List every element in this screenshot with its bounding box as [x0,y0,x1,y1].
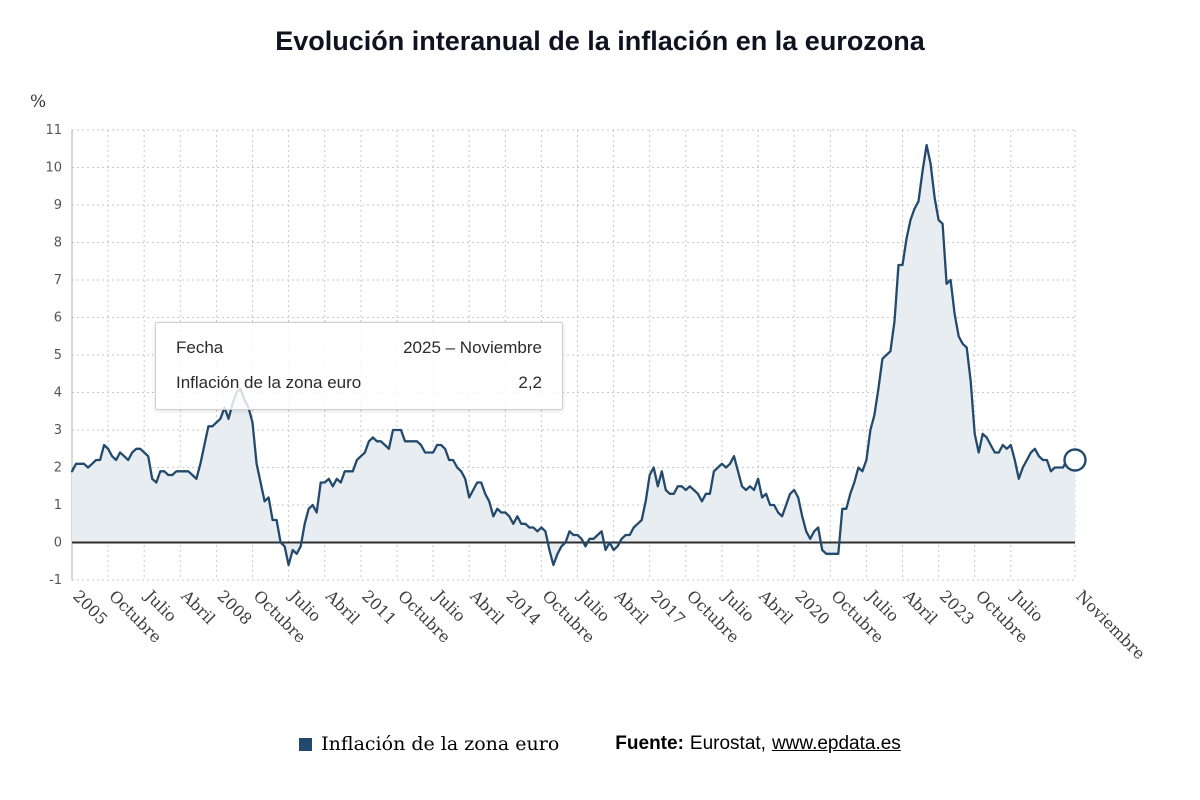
tooltip-row-fecha: Fecha 2025 – Noviembre [176,338,542,358]
source-link[interactable]: www.epdata.es [771,733,901,754]
svg-text:9: 9 [54,198,62,213]
source-text: Eurostat, [689,733,766,754]
source-attribution: Fuente: Eurostat, www.epdata.es [615,733,901,755]
svg-text:1: 1 [54,498,62,513]
chart-tooltip: Fecha 2025 – Noviembre Inflación de la z… [155,322,563,410]
svg-text:10: 10 [45,161,62,176]
svg-text:2008: 2008 [214,586,256,628]
source-prefix-label: Fuente: [615,733,684,754]
svg-text:Abril: Abril [466,586,508,628]
svg-text:11: 11 [45,123,62,138]
svg-text:0: 0 [54,536,62,551]
svg-text:Abril: Abril [321,586,363,628]
svg-text:Abril: Abril [177,586,219,628]
svg-text:6: 6 [54,311,62,326]
legend-series-label: Inflación de la zona euro [321,733,560,755]
svg-text:2014: 2014 [502,586,544,628]
legend-color-swatch [299,737,313,751]
legend-bar: Inflación de la zona euro Fuente: Eurost… [0,733,1200,755]
svg-text:2: 2 [54,461,62,476]
y-axis-unit-label: % [30,92,47,112]
svg-text:2011: 2011 [358,586,400,628]
svg-text:2020: 2020 [791,586,833,628]
svg-text:4: 4 [54,386,62,401]
svg-text:8: 8 [54,236,62,251]
svg-text:2017: 2017 [647,586,689,628]
tooltip-inflacion-label: Inflación de la zona euro [176,373,362,393]
tooltip-fecha-value: 2025 – Noviembre [403,338,542,357]
tooltip-row-inflacion: Inflación de la zona euro 2,2 [176,373,542,393]
svg-text:Abril: Abril [899,586,941,628]
svg-text:5: 5 [54,348,62,363]
svg-text:Noviembre: Noviembre [1072,586,1149,663]
svg-text:2023: 2023 [936,586,978,628]
page-title: Evolución interanual de la inflación en … [275,26,925,56]
tooltip-fecha-label: Fecha [176,338,224,357]
last-point-marker [1063,448,1087,472]
svg-text:2005: 2005 [69,586,111,628]
legend-item-inflacion[interactable]: Inflación de la zona euro [299,733,559,755]
svg-text:-1: -1 [49,573,62,588]
svg-text:7: 7 [54,273,62,288]
svg-text:Abril: Abril [755,586,797,628]
svg-text:Abril: Abril [610,586,652,628]
svg-text:3: 3 [54,423,62,438]
tooltip-inflacion-value: 2,2 [518,373,542,393]
